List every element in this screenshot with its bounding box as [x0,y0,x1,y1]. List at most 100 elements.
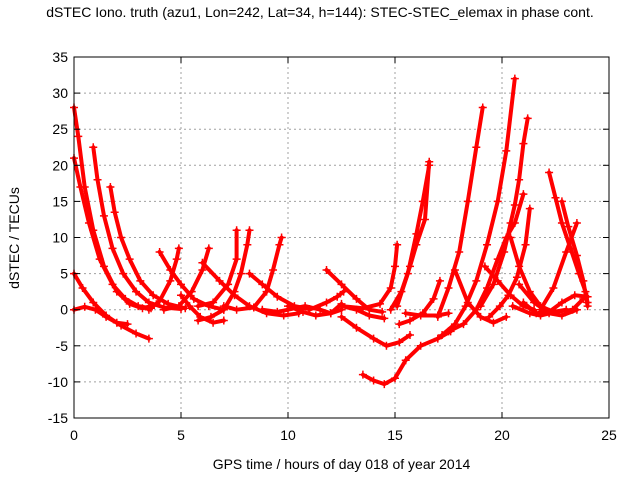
data-series [485,204,534,321]
ticks [73,56,610,419]
data-point [258,305,267,314]
chart-title: dSTEC Iono. truth (azu1, Lon=242, Lat=34… [46,4,594,20]
data-point [530,298,539,307]
data-point [123,320,132,329]
data-series [438,74,519,339]
series-group [70,74,592,389]
data-point [523,114,532,123]
data-series [395,276,444,329]
data-point [525,204,534,213]
y-tick-label: 25 [52,121,68,137]
y-tick-label: 0 [60,302,68,318]
data-point [450,265,459,274]
data-series [450,265,511,327]
data-point [378,307,387,316]
data-series [144,244,183,314]
data-point [512,273,521,282]
data-point [149,291,158,300]
data-point [433,334,442,343]
data-point [91,305,100,314]
data-series [337,312,414,350]
data-point [393,302,402,311]
data-series [557,197,592,311]
data-point [108,280,117,289]
data-point [478,103,487,112]
data-point [502,146,511,155]
data-point [395,338,404,347]
data-point [489,318,498,327]
data-point [459,320,468,329]
data-series [358,327,455,389]
data-point [483,240,492,249]
data-series [519,291,592,318]
y-tick-label: 10 [52,230,68,246]
data-point [380,380,389,389]
data-point [416,311,425,320]
y-tick-label: 15 [52,193,68,209]
data-point [502,312,511,321]
x-tick-label: 15 [387,427,403,443]
data-point [572,219,581,228]
data-point [273,292,282,301]
data-point [365,311,374,320]
data-point [510,74,519,83]
data-point [144,305,153,314]
y-tick-label: 30 [52,85,68,101]
data-point [549,284,558,293]
series-line [72,156,153,311]
data-point [358,304,367,313]
data-point [311,311,320,320]
data-point [134,302,143,311]
data-point [369,334,378,343]
data-point [380,314,389,323]
data-point [393,240,402,249]
data-point [557,298,566,307]
series-line [440,76,517,337]
data-point [412,229,421,238]
data-point [166,265,175,274]
data-point [277,233,286,242]
data-point [164,299,173,308]
data-point [504,291,513,300]
x-tick-label: 10 [280,427,296,443]
series-line [339,242,400,311]
data-point [245,226,254,235]
data-series [393,161,434,311]
data-point [391,262,399,271]
data-point [532,309,541,318]
data-point [391,374,399,383]
data-point [275,240,284,249]
data-point [245,269,254,278]
data-series [177,291,228,327]
data-point [322,265,331,274]
x-axis-label: GPS time / hours of day 018 of year 2014 [212,456,471,472]
y-axis-label: dSTEC / TECUs [6,187,22,289]
data-point [301,302,310,311]
data-point [572,251,581,260]
data-point [232,255,241,264]
data-point [194,302,203,311]
data-point [358,370,367,379]
data-point [269,265,278,274]
data-point [557,311,566,320]
data-point [230,291,239,300]
data-point [172,255,181,264]
data-point [510,201,519,210]
data-point [515,175,524,184]
data-point [572,305,581,314]
series-line [403,311,451,318]
data-point [181,304,190,313]
data-point [76,182,85,191]
data-point [435,276,444,285]
data-point [493,197,502,206]
data-point [112,318,121,327]
data-point [132,329,141,338]
data-point [376,299,385,308]
data-point [420,215,429,224]
data-point [401,309,410,318]
data-point [273,307,282,316]
data-point [515,262,524,271]
y-tick-label: 35 [52,49,68,65]
data-point [438,330,447,339]
